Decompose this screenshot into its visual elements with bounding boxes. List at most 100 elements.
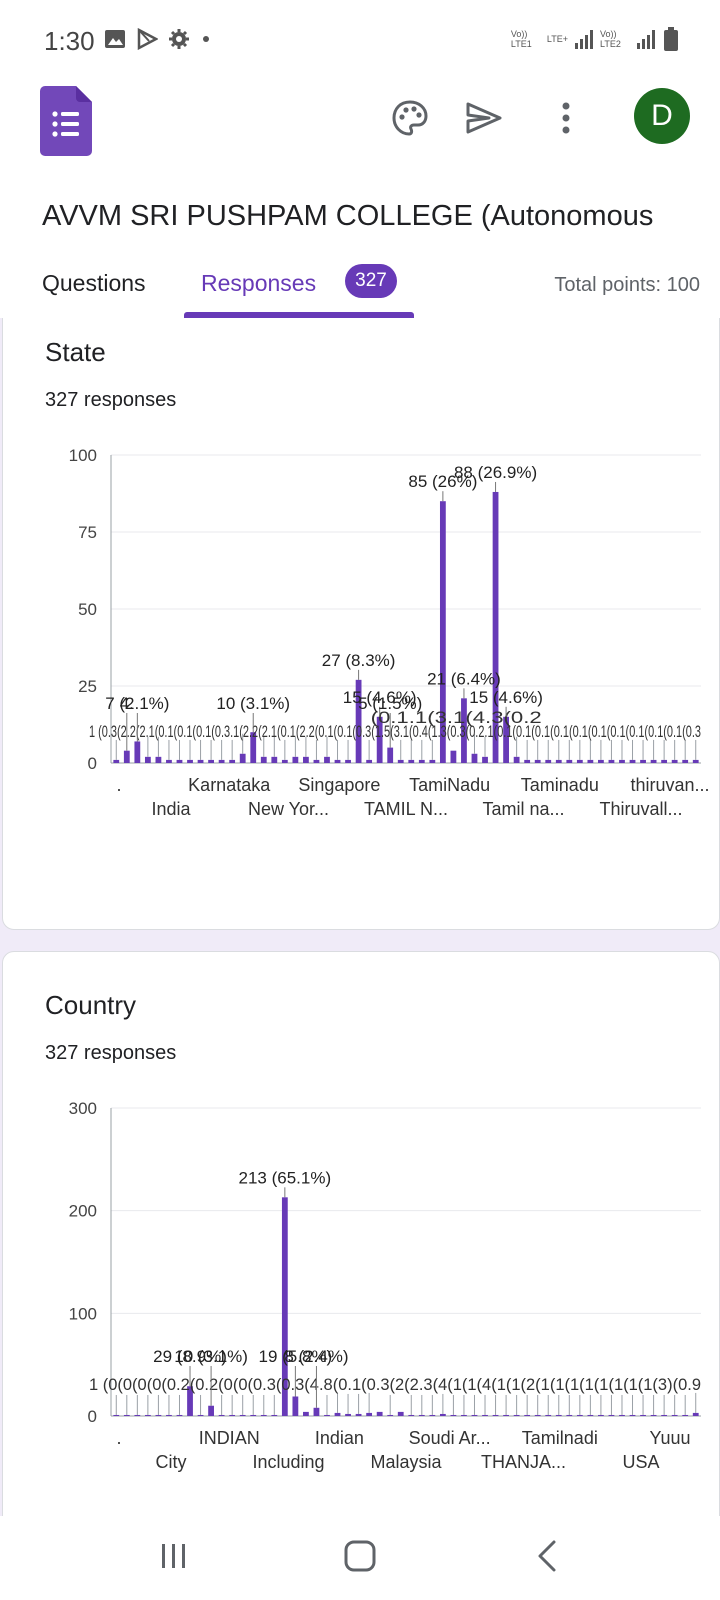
palette-button[interactable] (386, 94, 434, 142)
state-chart-bar (629, 759, 636, 763)
form-title: AVVM SRI PUSHPAM COLLEGE (Autonomous (42, 200, 654, 232)
tab-responses[interactable]: Responses (201, 270, 317, 296)
country-chart-bar (397, 1411, 404, 1416)
signal-1-icon (575, 30, 593, 49)
state-chart-bar (176, 759, 183, 763)
state-chart-bar (640, 759, 646, 763)
state-chart-bar (239, 753, 246, 763)
country-chart-bar (155, 1414, 162, 1416)
state-chart-y-tick-label: 0 (88, 754, 97, 773)
state-chart-y-tick-label: 100 (69, 446, 97, 465)
state-chart-data-label: 4. (120, 694, 134, 713)
state-chart-bar (524, 759, 531, 763)
country-chart-bar (366, 1412, 373, 1416)
home-icon[interactable] (340, 1536, 380, 1576)
google-forms-logo-icon[interactable] (40, 86, 92, 156)
state-chart-bar (439, 501, 446, 763)
state-chart-y-tick-label: 50 (78, 600, 97, 619)
state-chart-data-label: 21 (6.4%) (427, 669, 501, 688)
more-options-button[interactable] (542, 94, 590, 142)
back-icon[interactable] (528, 1536, 568, 1576)
country-chart-bar (376, 1411, 383, 1416)
state-chart-bar (376, 716, 383, 763)
state-chart-bar (545, 759, 552, 763)
state-chart-bar (692, 759, 699, 763)
state-chart-bar (450, 750, 457, 763)
state-chart-bar (197, 759, 204, 763)
country-chart-x-tick-label: USA (622, 1452, 659, 1472)
country-chart-bar (123, 1414, 130, 1416)
state-chart-bar (418, 759, 425, 763)
country-chart-bar (271, 1414, 278, 1416)
state-chart-data-label: 27 (8.3%) (322, 651, 396, 670)
state-chart-bar (123, 750, 130, 763)
responses-count-badge: 327 (345, 264, 397, 298)
tab-indicator (184, 312, 414, 318)
state-chart-data-label: 7 (2.1%) (105, 694, 169, 713)
country-chart-bar (292, 1396, 299, 1416)
country-chart-bar (587, 1414, 594, 1416)
country-chart-data-label: 29 (8.9%) (153, 1347, 227, 1366)
state-chart-x-tick-label: Singapore (298, 775, 380, 795)
state-chart-bar (608, 759, 615, 763)
country-chart-bar (598, 1414, 604, 1416)
state-chart-bar (166, 759, 172, 763)
country-chart-bar (619, 1414, 625, 1416)
country-chart-bar (661, 1414, 668, 1416)
country-chart-bar (418, 1414, 425, 1416)
state-chart-bar (313, 759, 320, 763)
country-chart-bar (355, 1413, 362, 1416)
country-chart-bar (671, 1414, 678, 1416)
state-chart-bar (292, 756, 299, 763)
country-chart-bar (313, 1407, 320, 1416)
country-chart-bar (166, 1414, 172, 1416)
country-chart-y-tick-label: 100 (69, 1304, 97, 1323)
country-chart-bar (229, 1414, 236, 1416)
country-chart-bar (692, 1412, 699, 1416)
send-button[interactable] (460, 94, 508, 142)
app-bar: D (0, 80, 720, 180)
country-chart-x-tick-label: THANJA... (481, 1452, 566, 1472)
country-chart-bar (608, 1414, 615, 1416)
state-chart-bar (324, 756, 330, 763)
country-chart-data-label: 8 (2.4%) (284, 1347, 348, 1366)
country-chart-bar (492, 1414, 499, 1416)
state-chart-bar (397, 759, 404, 763)
state-chart-data-label: 15 (4.6%) (469, 688, 543, 707)
settings-icon (169, 29, 189, 49)
country-chart-bar (682, 1414, 689, 1416)
network-lte-label: LTE+ (546, 34, 568, 44)
state-chart-y-tick-label: 75 (78, 523, 97, 542)
country-chart-bar (144, 1414, 151, 1416)
state-chart-x-tick-label: TAMIL N... (364, 799, 448, 819)
avatar[interactable]: D (634, 88, 690, 144)
state-chart-x-tick-label: Tamil na... (482, 799, 564, 819)
image-icon (105, 30, 125, 48)
recent-apps-icon[interactable] (154, 1536, 194, 1576)
country-chart-bar (281, 1197, 288, 1416)
responses-content[interactable]: State 327 responses 0 25 50 75 100 1 (0.3(2.2… (0, 318, 720, 1516)
state-chart-bar (587, 759, 594, 763)
country-chart-x-tick-label: Yuuu (650, 1428, 691, 1448)
country-chart-data-label: 19 (5.8%) (259, 1347, 333, 1366)
state-chart-data-label: 15 (4.6%) (343, 688, 417, 707)
status-icons-left (104, 28, 212, 50)
country-chart-bar (566, 1414, 573, 1416)
country-chart-bar (534, 1414, 541, 1416)
state-chart-bar (345, 759, 351, 763)
state-chart-data-label: 88 (26.9%) (454, 463, 537, 482)
state-chart-bar (671, 759, 678, 763)
status-time: 1:30 (44, 26, 95, 56)
state-chart-bar (387, 747, 394, 763)
country-chart-x-tick-label: . (116, 1428, 121, 1448)
status-bar: 1:30 Vo)) LTE1 LTE+ Vo)) LTE2 (0, 0, 720, 80)
tab-questions[interactable]: Questions (42, 270, 146, 296)
country-chart-bar (513, 1414, 520, 1416)
country-chart-x-tick-label: INDIAN (199, 1428, 260, 1448)
country-chart-y-tick-label: 300 (69, 1099, 97, 1118)
state-bar-chart: 0 25 50 75 100 1 (0.3(2.2(2.1(0.1(0.1(0.1(0.3… (69, 446, 710, 819)
country-chart-bar (640, 1414, 646, 1416)
system-nav-bar (0, 1516, 720, 1600)
country-chart-bar (576, 1414, 583, 1416)
country-chart-bar (197, 1414, 204, 1416)
